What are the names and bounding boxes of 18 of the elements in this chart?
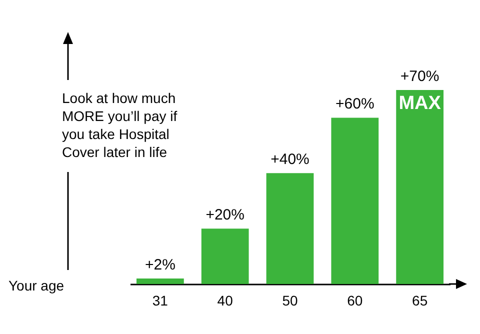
data-label: +60%	[336, 96, 374, 113]
x-tick-label: 50	[282, 292, 298, 308]
annotation: Look at how much MORE you’ll pay if you take Hospital Cover later in life	[62, 90, 178, 160]
data-label: +20%	[206, 206, 244, 224]
x-tick-label: 65	[412, 292, 428, 308]
bar	[136, 278, 184, 284]
x-axis-title: Your age	[8, 278, 64, 294]
bar	[266, 173, 314, 284]
bar	[331, 118, 379, 284]
annotation: MAX	[398, 93, 442, 114]
data-label: +70%	[400, 68, 440, 85]
bar	[201, 228, 249, 284]
x-tick-label: 31	[152, 292, 168, 308]
bar	[396, 90, 444, 284]
data-label: +40%	[270, 151, 310, 168]
data-label: +2%	[144, 256, 176, 274]
x-tick-label: 60	[347, 292, 363, 308]
x-tick-label: 40	[217, 292, 234, 308]
